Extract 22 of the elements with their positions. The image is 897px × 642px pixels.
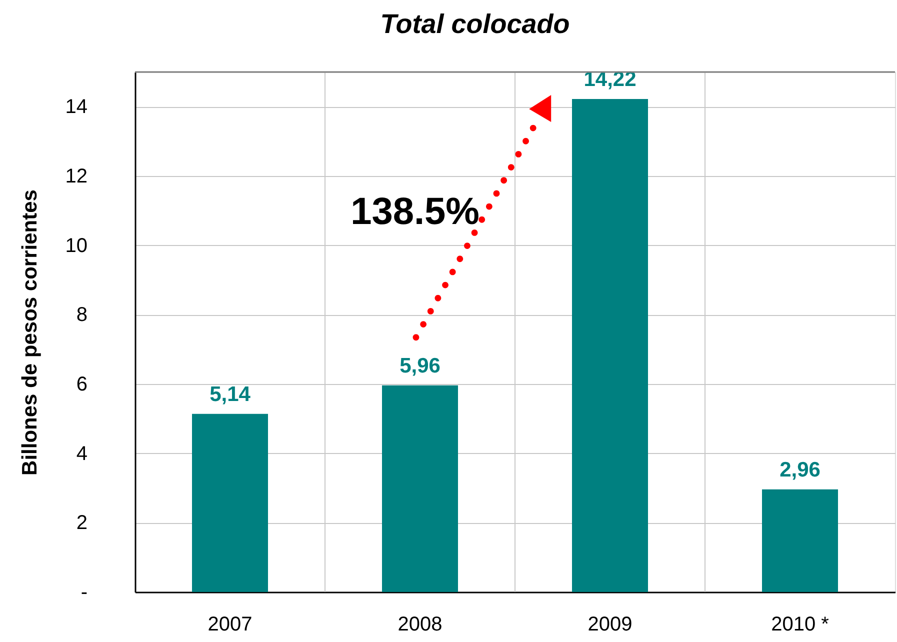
annotation: 138.5%	[350, 191, 480, 234]
y-tick-label: 2	[76, 512, 88, 534]
y-tick-label: -	[80, 582, 88, 604]
y-tick-label: 4	[76, 442, 88, 465]
y-tick-label: 6	[76, 374, 88, 396]
bar	[382, 385, 458, 592]
data-label: 5,96	[400, 354, 440, 378]
bar	[572, 99, 648, 592]
y-tick-label: 8	[76, 304, 88, 326]
y-tick-label: 14	[65, 96, 88, 118]
chart-title: Total colocado	[380, 9, 570, 40]
x-tick-label: 2008	[398, 614, 442, 636]
data-label: 5,14	[210, 382, 251, 406]
x-tick-label: 2010 *	[771, 614, 830, 636]
x-tick-label: 2007	[208, 614, 252, 636]
x-tick-label: 2009	[588, 614, 632, 636]
y-axis-title: Billones de pesos corrientes	[18, 190, 42, 476]
data-label: 2,96	[780, 458, 820, 482]
y-tick-label: 12	[65, 166, 88, 188]
y-tick-label: 10	[65, 234, 88, 257]
bar	[192, 414, 268, 592]
bar	[762, 489, 838, 592]
